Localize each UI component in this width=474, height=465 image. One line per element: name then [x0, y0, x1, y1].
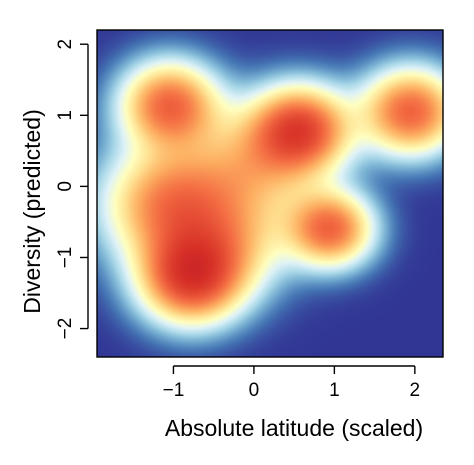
x-axis: −1 0 1 2	[163, 365, 421, 401]
x-tick-label: 2	[410, 380, 421, 401]
x-tick-label: −1	[163, 380, 185, 401]
y-tick-label: 0	[55, 181, 76, 192]
y-tick-label: 2	[55, 39, 76, 50]
plot-area	[96, 29, 444, 358]
y-tick-label: 1	[55, 110, 76, 121]
x-tick-label: 1	[329, 380, 340, 401]
x-tick-label: 0	[249, 380, 260, 401]
x-axis-label: Absolute latitude (scaled)	[165, 415, 423, 441]
y-axis: −2 −1 0 1 2	[55, 39, 89, 340]
y-tick-label: −1	[55, 247, 76, 269]
plot-frame	[96, 29, 444, 358]
y-tick-label: −2	[55, 318, 76, 340]
heatmap-surface	[97, 30, 443, 357]
y-axis-label: Diversity (predicted)	[19, 109, 45, 314]
